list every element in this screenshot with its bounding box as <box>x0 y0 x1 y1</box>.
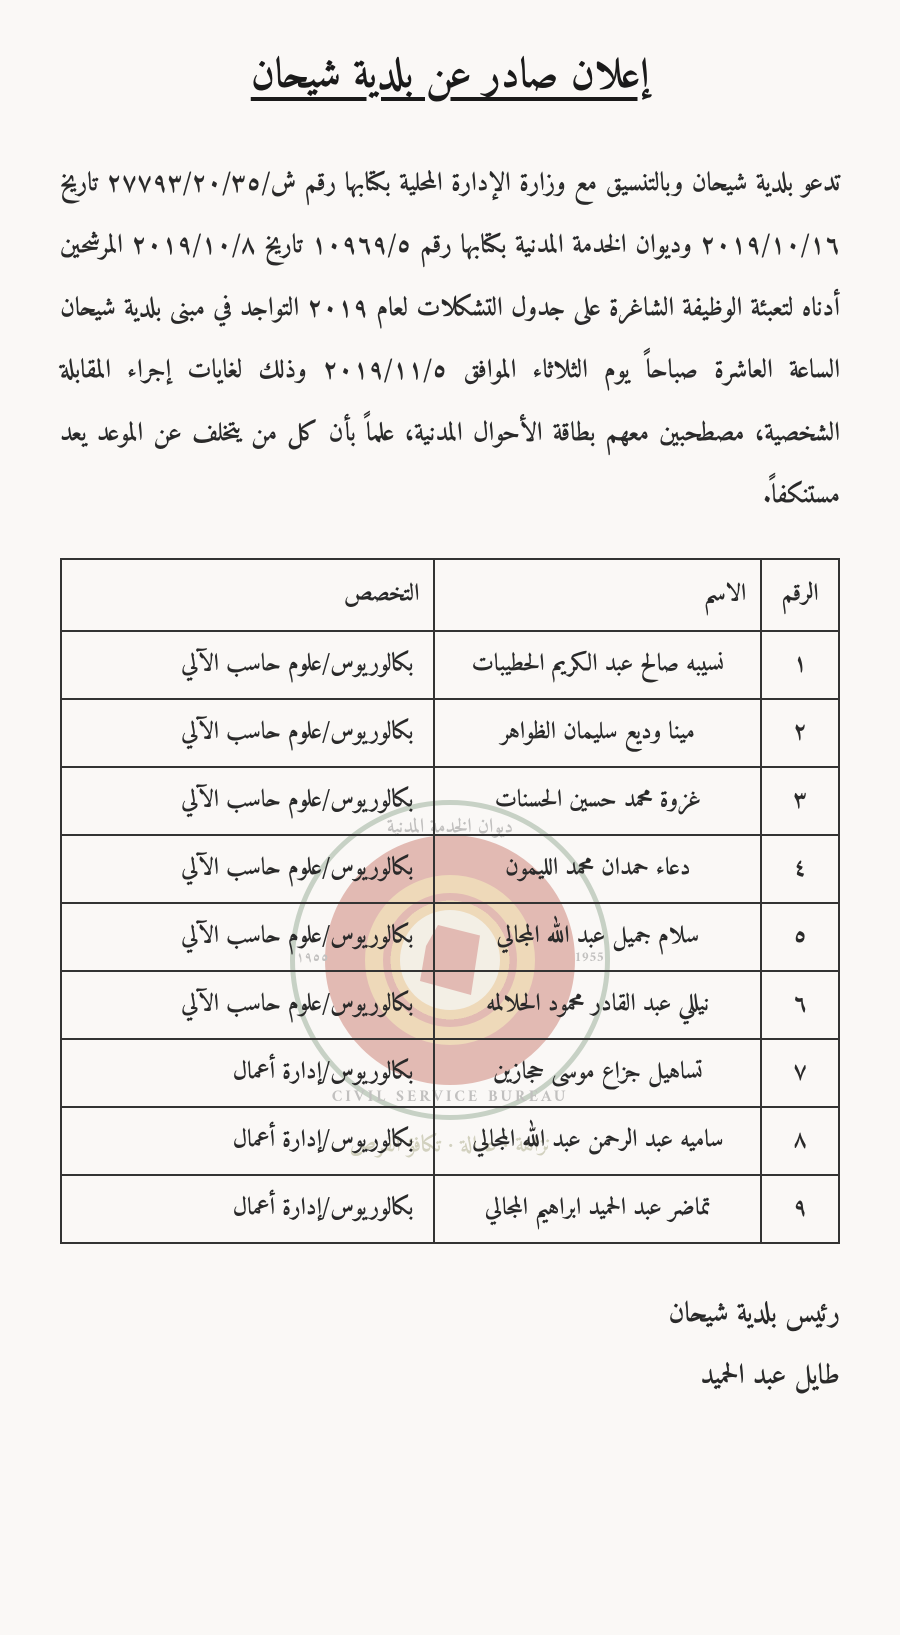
cell-name: نسيبه صالح عبد الكريم الحطيبات <box>434 631 761 699</box>
cell-number: ٣ <box>761 767 839 835</box>
announcement-paragraph: تدعو بلدية شيحان وبالتنسيق مع وزارة الإد… <box>60 154 840 528</box>
cell-specialization: بكالوريوس/إدارة أعمال <box>61 1175 434 1243</box>
cell-name: غزوة محمد حسين الحسنات <box>434 767 761 835</box>
cell-number: ١ <box>761 631 839 699</box>
cell-name: دعاء حمدان محمد الليمون <box>434 835 761 903</box>
cell-name: تساهيل جزاع موسى حجازين <box>434 1039 761 1107</box>
signature-title: رئيس بلدية شيحان <box>60 1284 840 1346</box>
table-row: ١نسيبه صالح عبد الكريم الحطيباتبكالوريوس… <box>61 631 839 699</box>
cell-specialization: بكالوريوس/علوم حاسب الآلي <box>61 631 434 699</box>
header-name: الاسم <box>434 559 761 631</box>
cell-specialization: بكالوريوس/علوم حاسب الآلي <box>61 835 434 903</box>
cell-number: ٤ <box>761 835 839 903</box>
cell-number: ٦ <box>761 971 839 1039</box>
table-row: ٤دعاء حمدان محمد الليمونبكالوريوس/علوم ح… <box>61 835 839 903</box>
page-title: إعلان صادر عن بلدية شيحان <box>60 40 840 114</box>
cell-specialization: بكالوريوس/علوم حاسب الآلي <box>61 971 434 1039</box>
cell-number: ٢ <box>761 699 839 767</box>
cell-specialization: بكالوريوس/إدارة أعمال <box>61 1039 434 1107</box>
table-row: ٥سلام جميل عبد الله المجاليبكالوريوس/علو… <box>61 903 839 971</box>
signature-block: رئيس بلدية شيحان طايل عبد الحميد <box>60 1284 840 1407</box>
cell-specialization: بكالوريوس/علوم حاسب الآلي <box>61 767 434 835</box>
cell-number: ٧ <box>761 1039 839 1107</box>
signature-name: طايل عبد الحميد <box>60 1346 840 1408</box>
candidates-table: الرقم الاسم التخصص ١نسيبه صالح عبد الكري… <box>60 558 840 1244</box>
table-row: ٦نيللي عبد القادر محمود الحلالمهبكالوريو… <box>61 971 839 1039</box>
cell-number: ٥ <box>761 903 839 971</box>
table-header-row: الرقم الاسم التخصص <box>61 559 839 631</box>
cell-name: تماضر عبد الحميد ابراهيم المجالي <box>434 1175 761 1243</box>
cell-specialization: بكالوريوس/علوم حاسب الآلي <box>61 903 434 971</box>
cell-specialization: بكالوريوس/إدارة أعمال <box>61 1107 434 1175</box>
table-row: ٧تساهيل جزاع موسى حجازينبكالوريوس/إدارة … <box>61 1039 839 1107</box>
cell-name: مينا وديع سليمان الظواهر <box>434 699 761 767</box>
cell-number: ٩ <box>761 1175 839 1243</box>
cell-specialization: بكالوريوس/علوم حاسب الآلي <box>61 699 434 767</box>
cell-name: سلام جميل عبد الله المجالي <box>434 903 761 971</box>
header-specialization: التخصص <box>61 559 434 631</box>
header-number: الرقم <box>761 559 839 631</box>
cell-number: ٨ <box>761 1107 839 1175</box>
table-row: ٨ساميه عبد الرحمن عبد الله المجاليبكالور… <box>61 1107 839 1175</box>
table-row: ٢مينا وديع سليمان الظواهربكالوريوس/علوم … <box>61 699 839 767</box>
table-row: ٣غزوة محمد حسين الحسناتبكالوريوس/علوم حا… <box>61 767 839 835</box>
cell-name: ساميه عبد الرحمن عبد الله المجالي <box>434 1107 761 1175</box>
cell-name: نيللي عبد القادر محمود الحلالمه <box>434 971 761 1039</box>
table-row: ٩تماضر عبد الحميد ابراهيم المجاليبكالوري… <box>61 1175 839 1243</box>
